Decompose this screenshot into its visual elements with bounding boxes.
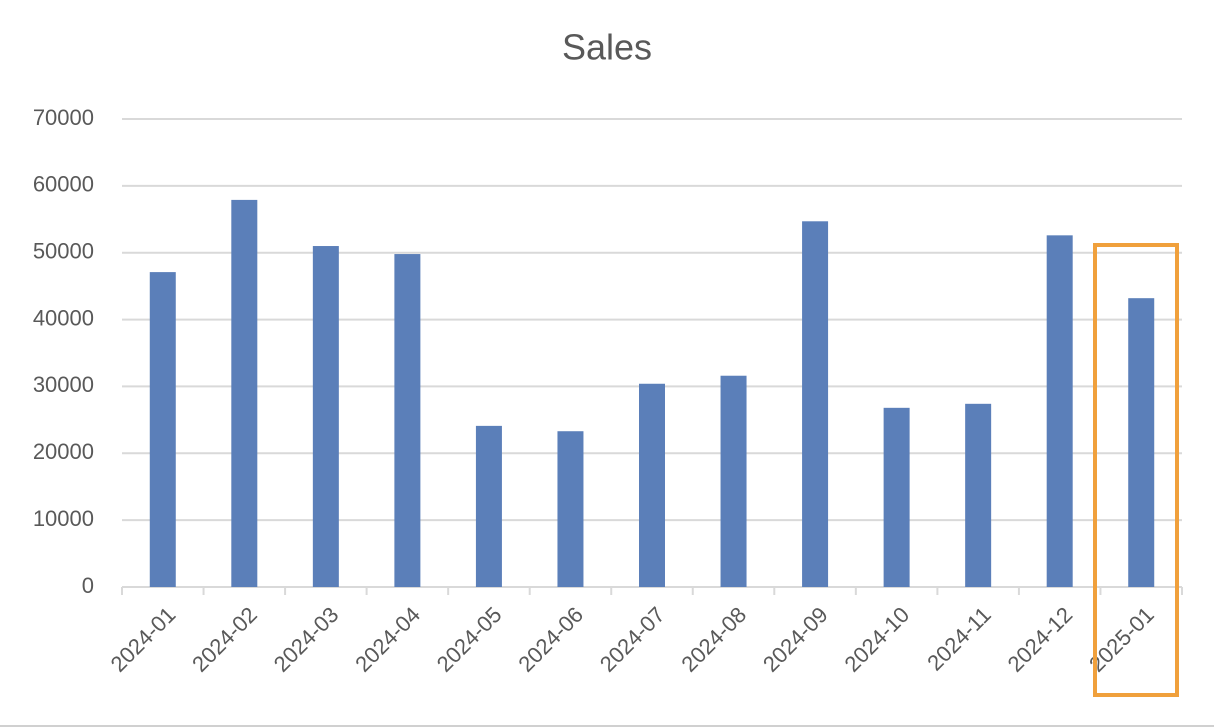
bar [965,403,992,587]
x-tick-label: 2024-06 [513,602,588,677]
bar [475,425,502,587]
x-tick-label: 2024-01 [106,602,181,677]
highlight-box [1093,243,1179,697]
y-tick-label: 60000 [33,172,94,197]
x-tick-label: 2024-04 [350,602,425,677]
x-tick-label: 2024-10 [839,602,914,677]
bar [149,272,176,587]
y-tick-label: 30000 [33,372,94,397]
x-tick-label: 2024-07 [595,602,670,677]
x-tick-label: 2024-03 [269,602,344,677]
bar [1128,298,1155,587]
y-tick-label: 40000 [33,305,94,330]
y-tick-label: 10000 [33,506,94,531]
bar [639,383,665,587]
bar [557,431,584,587]
bar [802,221,829,587]
bar [394,254,421,587]
bar [720,375,747,587]
bar [312,246,339,587]
y-tick-label: 70000 [33,105,94,130]
x-tick-label: 2024-05 [432,602,507,677]
x-tick-label: 2024-09 [758,602,833,677]
bar [883,407,910,587]
y-tick-label: 50000 [33,239,94,264]
y-tick-label: 20000 [33,439,94,464]
y-tick-label: 0 [82,573,94,598]
x-tick-label: 2024-11 [922,602,996,676]
chart-title: Sales [562,27,652,68]
x-tick-label: 2024-02 [187,602,262,677]
x-tick-label: 2024-08 [676,602,751,677]
bar [231,199,258,587]
bar [1046,235,1073,587]
x-tick-label: 2024-12 [1003,602,1078,677]
